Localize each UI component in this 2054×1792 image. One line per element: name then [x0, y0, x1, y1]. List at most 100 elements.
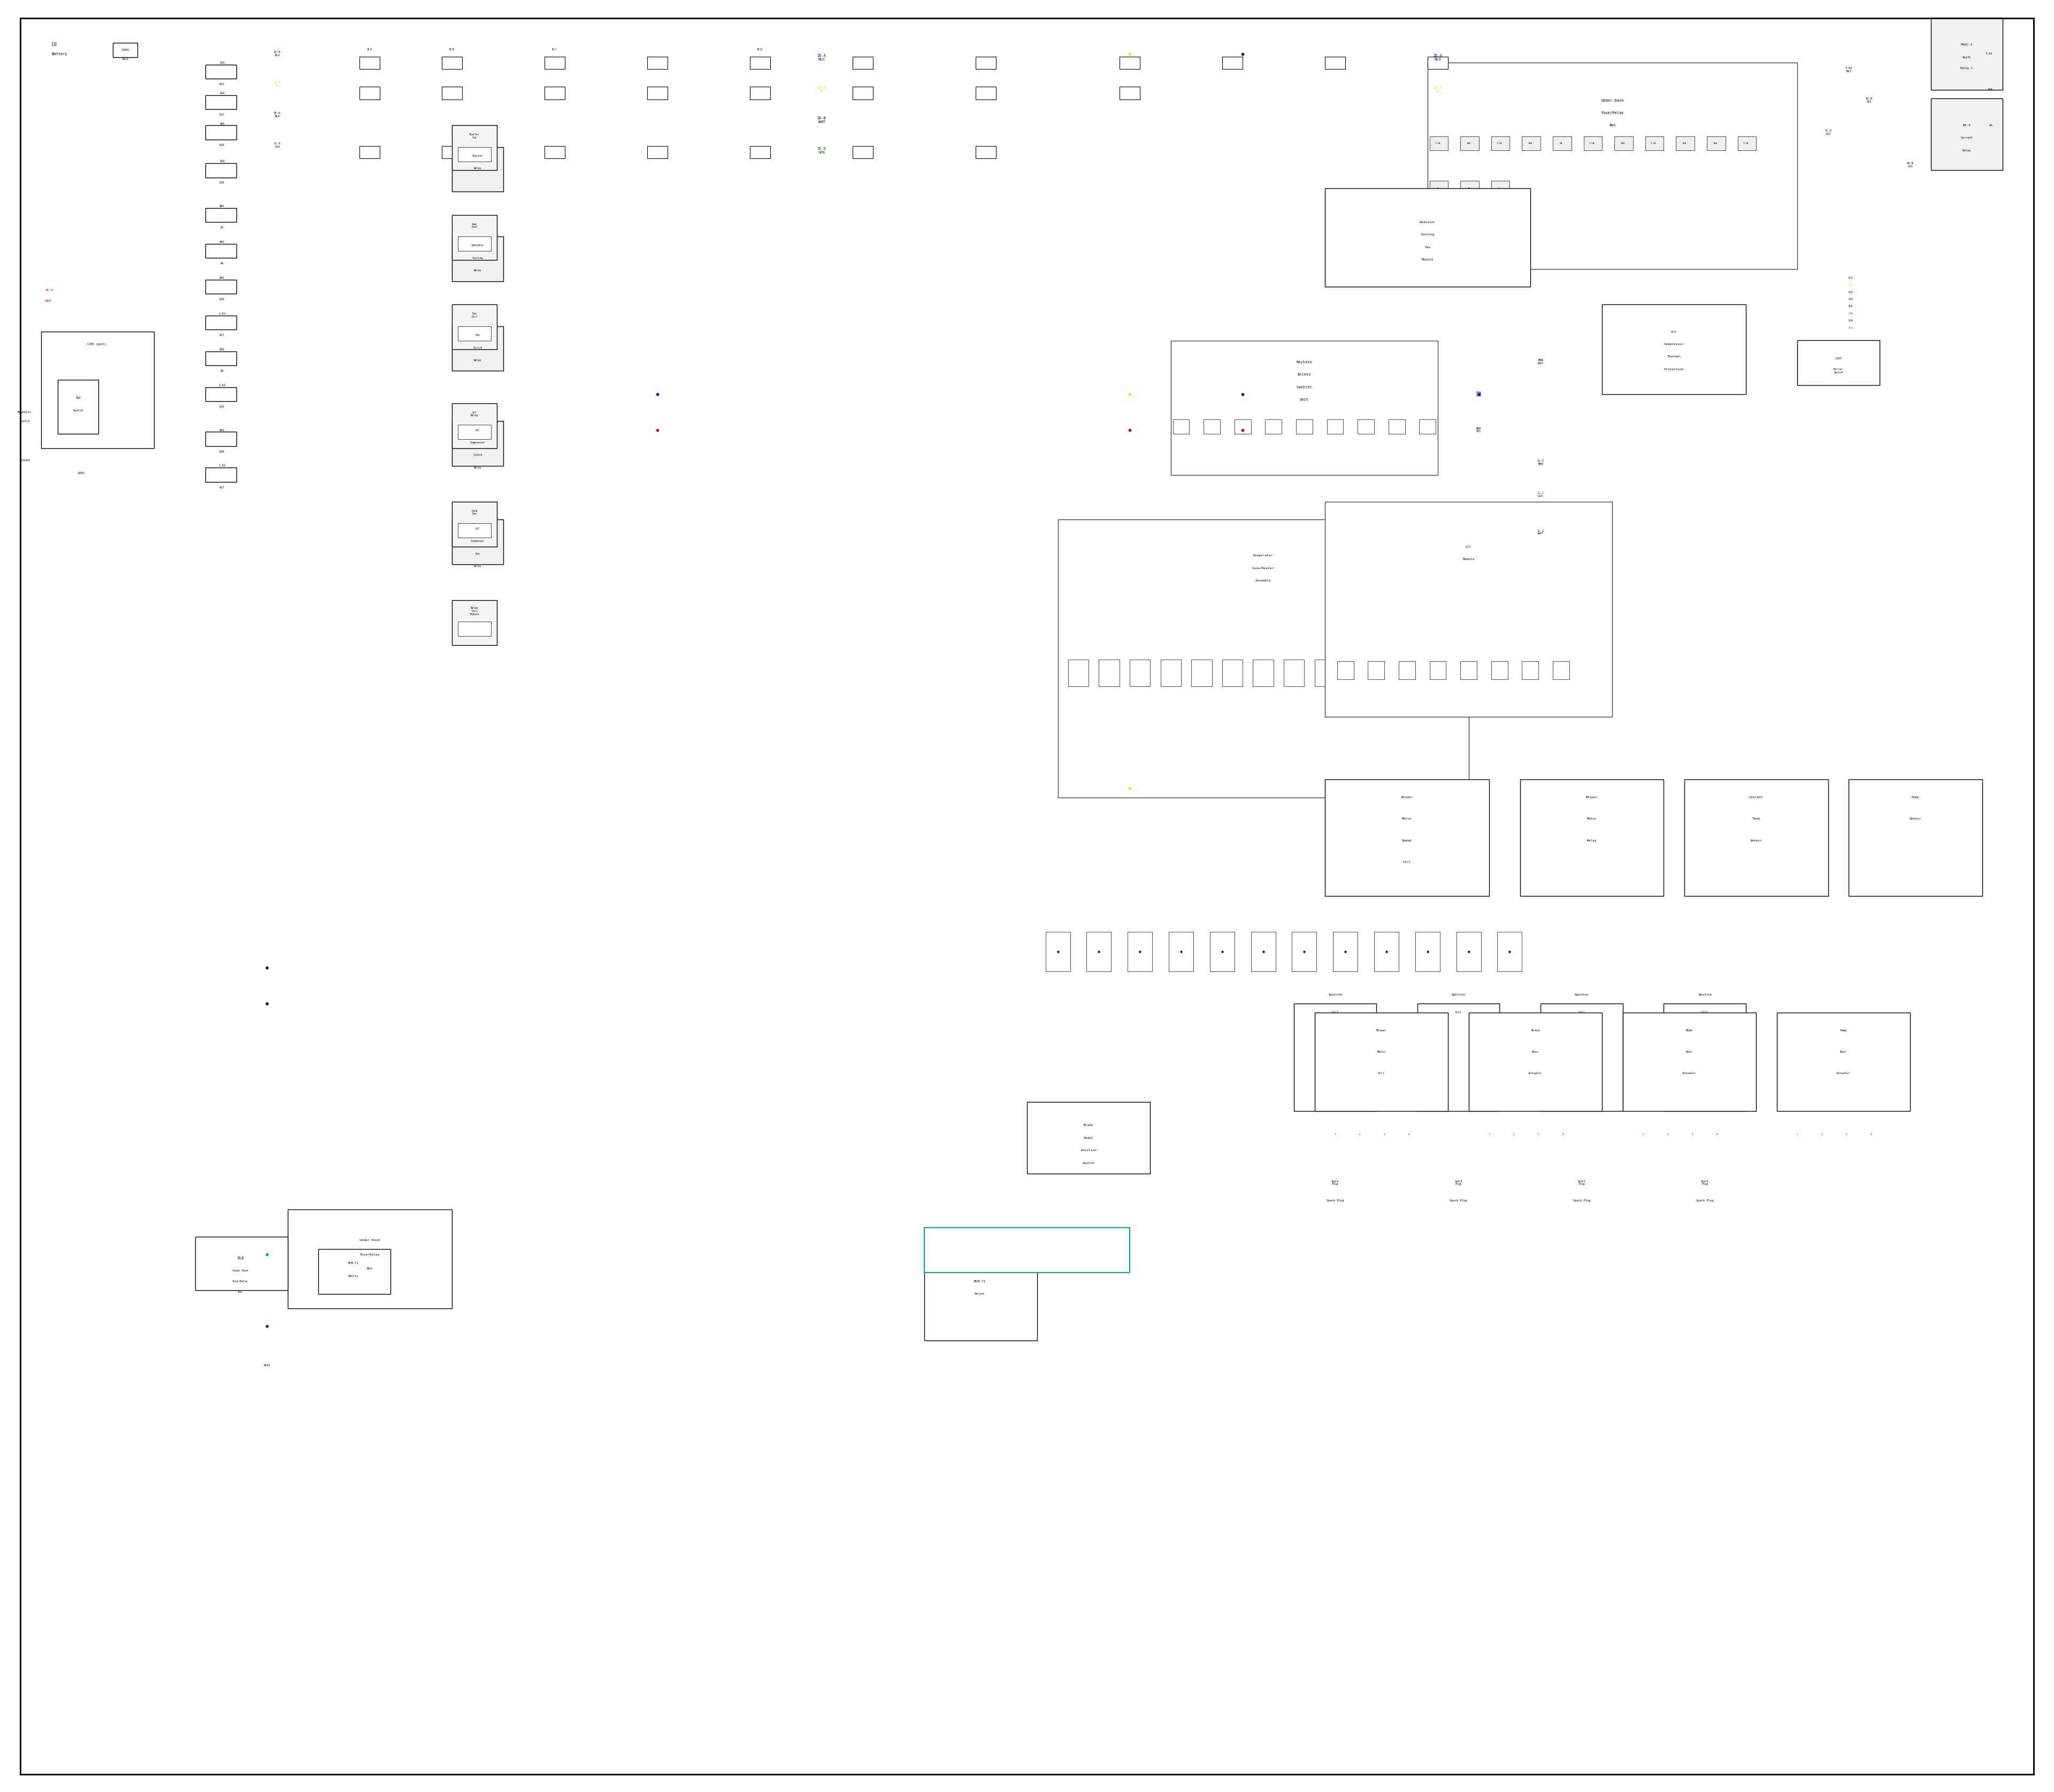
Text: Sensor: Sensor [1910, 817, 1920, 821]
Bar [458, 622, 491, 636]
Text: Motor: Motor [1403, 817, 1411, 821]
Text: 120A: 120A [121, 48, 129, 52]
Bar [58, 380, 99, 434]
Bar [1553, 136, 1571, 151]
Text: Spark
Plug: Spark Plug [1577, 1179, 1586, 1186]
Text: A4: A4 [220, 262, 224, 265]
Bar [452, 237, 503, 281]
Bar [1045, 932, 1070, 971]
Text: Box: Box [238, 1290, 242, 1294]
Bar [1068, 659, 1089, 686]
Text: Position: Position [1080, 1149, 1097, 1152]
Bar [1522, 661, 1538, 679]
Bar [195, 1236, 288, 1290]
Text: IE-B
YEL: IE-B YEL [273, 81, 281, 88]
Bar [1284, 659, 1304, 686]
Text: 2.5A: 2.5A [218, 383, 226, 387]
Text: 4A+G: 4A+G [121, 57, 129, 61]
Text: Blower: Blower [1401, 796, 1413, 799]
Text: BCM-71: BCM-71 [974, 1279, 986, 1283]
Bar [544, 88, 565, 99]
Text: A9: A9 [220, 369, 224, 373]
Bar [359, 56, 380, 68]
Bar [1161, 659, 1181, 686]
Text: IE-A
BLU: IE-A BLU [817, 54, 826, 61]
Bar [205, 280, 236, 294]
Text: Assembly: Assembly [1255, 579, 1271, 582]
Text: Radiator: Radiator [1419, 220, 1436, 224]
Text: 40A: 40A [220, 204, 224, 208]
Bar [1849, 780, 1982, 896]
Text: 7.5A: 7.5A [1986, 52, 1992, 56]
Text: A3: A3 [220, 226, 224, 229]
Text: S001: S001 [263, 1364, 271, 1367]
Text: Starter
Cut: Starter Cut [468, 133, 481, 140]
Bar [452, 305, 497, 349]
Text: A/C: A/C [1672, 330, 1676, 333]
Bar [1460, 181, 1479, 195]
Bar [41, 332, 154, 448]
Text: Battery: Battery [51, 52, 68, 56]
Bar [1058, 520, 1469, 797]
Text: Cond
Fan: Cond Fan [472, 509, 477, 516]
Text: Actuator: Actuator [1836, 1072, 1851, 1075]
Text: Box: Box [368, 1267, 372, 1271]
Text: Under Hood: Under Hood [359, 1238, 380, 1242]
Text: IE-B
YK: IE-B YK [817, 86, 826, 93]
Bar [1368, 661, 1384, 679]
Text: Mirror
Switch: Mirror Switch [1834, 367, 1842, 375]
Bar [544, 56, 565, 68]
Text: BRE
TEL: BRE TEL [1477, 426, 1481, 434]
Bar [1191, 659, 1212, 686]
Text: Ignition: Ignition [1452, 993, 1465, 996]
Bar [452, 147, 503, 192]
Bar [1173, 419, 1189, 434]
Bar [452, 502, 497, 547]
Text: ELD: ELD [236, 1256, 244, 1260]
Text: Relay: Relay [1962, 149, 1972, 152]
Text: Switch: Switch [72, 409, 84, 412]
Text: IE-A: IE-A [368, 48, 372, 52]
Bar [1325, 188, 1530, 287]
Text: Radiator: Radiator [472, 244, 483, 247]
Text: A25: A25 [220, 405, 224, 409]
Text: 7.5A: 7.5A [1497, 142, 1501, 145]
Text: Spark
Plug: Spark Plug [1454, 1179, 1462, 1186]
Text: Spark
Plug: Spark Plug [1331, 1179, 1339, 1186]
Text: Access: Access [1298, 373, 1310, 376]
Text: Module: Module [1462, 557, 1475, 561]
Text: Spark Plug: Spark Plug [1697, 1199, 1713, 1202]
Bar [1931, 99, 2003, 170]
Bar [1456, 932, 1481, 971]
Text: Ground: Ground [18, 459, 31, 462]
Bar [205, 163, 236, 177]
Bar [647, 88, 668, 99]
Text: RED: RED [45, 299, 51, 303]
Text: 5A: 5A [1988, 124, 1992, 127]
Bar [976, 147, 996, 158]
Text: Ignition: Ignition [1329, 993, 1341, 996]
Text: Fuse/Relay: Fuse/Relay [359, 1253, 380, 1256]
Text: A/C: A/C [1467, 545, 1471, 548]
Text: Switch: Switch [1082, 1161, 1095, 1165]
Bar [1407, 659, 1428, 686]
Bar [1333, 932, 1358, 971]
Text: 7.5A
B27: 7.5A B27 [1844, 66, 1853, 73]
Text: 7.5A: 7.5A [1651, 142, 1656, 145]
Bar [1315, 659, 1335, 686]
Bar [1602, 305, 1746, 394]
Bar [1623, 1012, 1756, 1111]
Text: A/C
Relay: A/C Relay [470, 410, 479, 418]
Bar [205, 315, 236, 330]
Bar [976, 88, 996, 99]
Text: Mode: Mode [1686, 1029, 1692, 1032]
Text: BCM-71: BCM-71 [347, 1262, 359, 1265]
Text: 1.5A: 1.5A [218, 312, 226, 315]
Text: Brake: Brake [1085, 1124, 1093, 1127]
Text: 10A: 10A [220, 122, 224, 125]
Text: Starter: Starter [472, 154, 483, 158]
Text: Box: Box [1608, 124, 1616, 127]
Bar [1777, 1012, 1910, 1111]
Bar [113, 43, 138, 57]
Text: BT-5: BT-5 [1964, 124, 1970, 127]
